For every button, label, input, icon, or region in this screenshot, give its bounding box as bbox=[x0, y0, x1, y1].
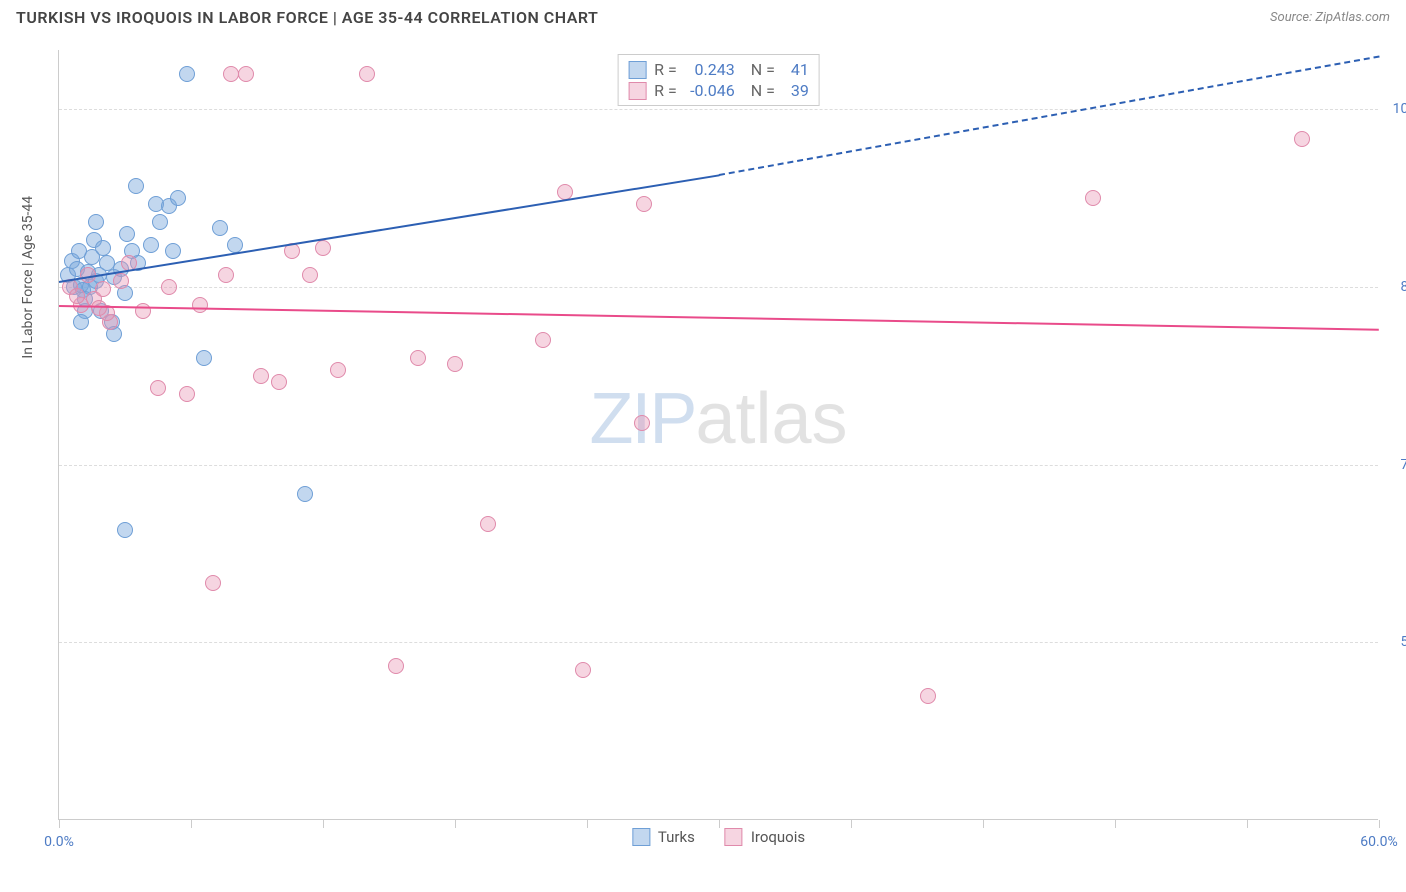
x-tick-label: 0.0% bbox=[44, 834, 74, 850]
gridline bbox=[59, 287, 1378, 288]
scatter-point-iroquois bbox=[253, 368, 269, 384]
x-tick bbox=[983, 820, 984, 828]
watermark: ZIPatlas bbox=[589, 378, 847, 460]
scatter-point-turks bbox=[95, 240, 111, 256]
series-legend: Turks Iroquois bbox=[632, 828, 805, 846]
r-label: R = bbox=[654, 60, 677, 79]
scatter-point-turks bbox=[165, 243, 181, 259]
r-value: 0.243 bbox=[685, 60, 735, 79]
scatter-point-turks bbox=[297, 486, 313, 502]
legend-item: Iroquois bbox=[725, 828, 805, 846]
scatter-point-iroquois bbox=[1294, 131, 1310, 147]
x-tick bbox=[719, 820, 720, 828]
y-tick-label: 70.0% bbox=[1382, 457, 1406, 473]
scatter-point-iroquois bbox=[535, 332, 551, 348]
scatter-point-iroquois bbox=[447, 356, 463, 372]
legend-row: R = 0.243 N = 41 bbox=[628, 59, 809, 80]
x-tick bbox=[1115, 820, 1116, 828]
gridline bbox=[59, 642, 1378, 643]
scatter-point-iroquois bbox=[920, 688, 936, 704]
scatter-point-iroquois bbox=[91, 300, 107, 316]
scatter-point-iroquois bbox=[205, 575, 221, 591]
gridline bbox=[59, 109, 1378, 110]
scatter-point-iroquois bbox=[388, 658, 404, 674]
x-tick bbox=[587, 820, 588, 828]
n-label: N = bbox=[751, 60, 775, 79]
x-tick bbox=[851, 820, 852, 828]
scatter-point-turks bbox=[73, 314, 89, 330]
scatter-point-turks bbox=[143, 237, 159, 253]
source-credit: Source: ZipAtlas.com bbox=[1270, 10, 1390, 25]
scatter-point-iroquois bbox=[302, 267, 318, 283]
legend-label: Turks bbox=[658, 828, 695, 846]
legend-row: R = -0.046 N = 39 bbox=[628, 80, 809, 101]
chart-title: TURKISH VS IROQUOIS IN LABOR FORCE | AGE… bbox=[16, 8, 598, 27]
scatter-point-iroquois bbox=[634, 415, 650, 431]
scatter-point-turks bbox=[128, 178, 144, 194]
scatter-point-iroquois bbox=[271, 374, 287, 390]
scatter-point-turks bbox=[117, 522, 133, 538]
scatter-point-iroquois bbox=[1085, 190, 1101, 206]
scatter-point-iroquois bbox=[636, 196, 652, 212]
legend-label: Iroquois bbox=[751, 828, 805, 846]
scatter-point-iroquois bbox=[410, 350, 426, 366]
x-tick bbox=[455, 820, 456, 828]
legend-swatch bbox=[725, 828, 743, 846]
y-tick-label: 55.0% bbox=[1382, 634, 1406, 650]
n-value: 39 bbox=[783, 81, 809, 100]
scatter-point-iroquois bbox=[330, 362, 346, 378]
scatter-point-turks bbox=[119, 226, 135, 242]
scatter-point-iroquois bbox=[218, 267, 234, 283]
scatter-point-iroquois bbox=[223, 66, 239, 82]
watermark-part2: atlas bbox=[695, 379, 847, 459]
y-tick-label: 85.0% bbox=[1382, 279, 1406, 295]
x-tick bbox=[59, 820, 60, 828]
scatter-point-turks bbox=[179, 66, 195, 82]
scatter-point-iroquois bbox=[95, 281, 111, 297]
chart-plot-area: ZIPatlas R =0.243N =41R =-0.046N =39 Tur… bbox=[58, 50, 1378, 820]
trend-line bbox=[59, 305, 1379, 331]
legend-swatch bbox=[628, 61, 646, 79]
x-tick bbox=[191, 820, 192, 828]
x-tick bbox=[323, 820, 324, 828]
scatter-point-iroquois bbox=[113, 273, 129, 289]
scatter-point-iroquois bbox=[575, 662, 591, 678]
y-tick-label: 100.0% bbox=[1382, 101, 1406, 117]
x-tick bbox=[1247, 820, 1248, 828]
scatter-point-iroquois bbox=[150, 380, 166, 396]
scatter-point-iroquois bbox=[135, 303, 151, 319]
chart-header: TURKISH VS IROQUOIS IN LABOR FORCE | AGE… bbox=[0, 0, 1406, 35]
scatter-point-iroquois bbox=[161, 279, 177, 295]
legend-swatch bbox=[632, 828, 650, 846]
gridline bbox=[59, 465, 1378, 466]
scatter-point-turks bbox=[196, 350, 212, 366]
scatter-point-iroquois bbox=[179, 386, 195, 402]
scatter-point-iroquois bbox=[480, 516, 496, 532]
n-label: N = bbox=[751, 81, 775, 100]
scatter-point-turks bbox=[152, 214, 168, 230]
n-value: 41 bbox=[783, 60, 809, 79]
scatter-point-turks bbox=[88, 214, 104, 230]
x-tick bbox=[1379, 820, 1380, 828]
legend-item: Turks bbox=[632, 828, 695, 846]
r-label: R = bbox=[654, 81, 677, 100]
scatter-point-iroquois bbox=[238, 66, 254, 82]
scatter-point-turks bbox=[170, 190, 186, 206]
legend-swatch bbox=[628, 82, 646, 100]
r-value: -0.046 bbox=[685, 81, 735, 100]
y-axis-label: In Labor Force | Age 35-44 bbox=[20, 196, 36, 359]
scatter-point-iroquois bbox=[359, 66, 375, 82]
x-tick-label: 60.0% bbox=[1360, 834, 1398, 850]
scatter-point-iroquois bbox=[315, 240, 331, 256]
scatter-point-iroquois bbox=[192, 297, 208, 313]
scatter-point-turks bbox=[212, 220, 228, 236]
scatter-point-iroquois bbox=[69, 288, 85, 304]
correlation-legend: R = 0.243 N = 41 R = -0.046 N = 39 bbox=[617, 54, 820, 106]
